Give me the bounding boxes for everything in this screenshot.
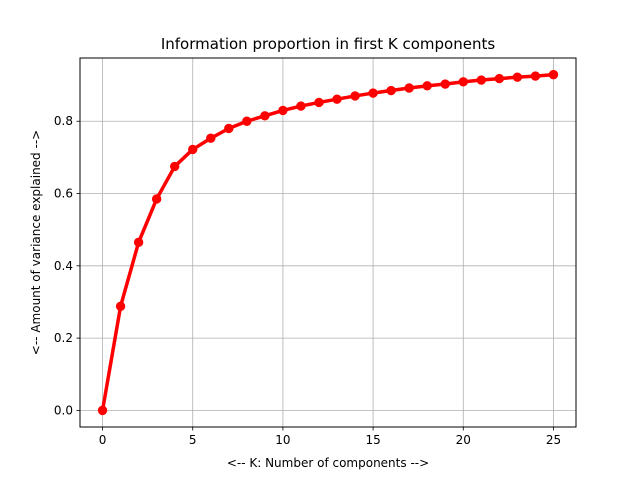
y-tick-label: 0.4 — [54, 259, 73, 273]
y-axis-label: <-- Amount of variance explained --> — [29, 130, 43, 355]
data-point — [422, 81, 432, 91]
x-tick-label: 20 — [456, 433, 471, 447]
data-point — [512, 72, 523, 82]
y-tick-label: 0.6 — [54, 187, 73, 201]
data-point — [296, 101, 306, 111]
data-point — [350, 91, 360, 101]
data-point — [476, 75, 487, 85]
axis-ticks: 0 5 10 15 20 25 0.0 0.2 0.4 0.6 0.8 — [54, 114, 561, 447]
chart-title: Information proportion in first K compon… — [161, 35, 495, 53]
data-point — [133, 237, 144, 248]
x-tick-label: 0 — [99, 433, 107, 447]
series-group — [97, 69, 559, 416]
data-point — [458, 77, 468, 87]
data-point — [206, 133, 216, 143]
y-tick-label: 0.2 — [54, 331, 73, 345]
plot-frame — [79, 57, 577, 428]
data-point — [404, 83, 414, 93]
data-point — [97, 405, 108, 416]
data-point — [188, 144, 198, 155]
data-point — [260, 111, 270, 121]
x-axis-label: <-- K: Number of components --> — [227, 456, 429, 470]
data-point — [115, 301, 126, 311]
y-tick-label: 0.8 — [54, 114, 73, 128]
data-point — [368, 88, 378, 98]
data-point — [169, 161, 180, 172]
data-point — [386, 85, 396, 96]
data-point — [314, 97, 324, 108]
x-tick-label: 10 — [275, 433, 290, 447]
data-point — [332, 94, 342, 104]
data-point — [548, 69, 559, 80]
data-point — [494, 73, 505, 84]
data-point — [278, 105, 288, 116]
grid-lines — [80, 58, 576, 427]
data-point — [224, 123, 234, 134]
y-tick-label: 0.0 — [54, 403, 73, 417]
data-point — [242, 116, 252, 126]
data-point — [530, 71, 541, 81]
x-tick-label: 25 — [546, 433, 561, 447]
x-tick-label: 5 — [189, 433, 197, 447]
data-point — [440, 79, 450, 89]
x-tick-label: 15 — [365, 433, 380, 447]
data-point — [151, 194, 162, 204]
